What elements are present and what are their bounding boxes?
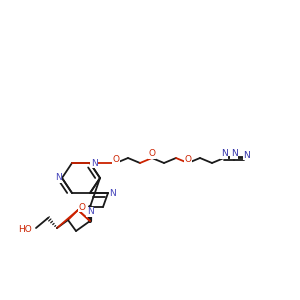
Text: N: N (87, 208, 93, 217)
Text: N: N (244, 151, 250, 160)
Text: N: N (220, 149, 227, 158)
Text: O: O (184, 154, 191, 164)
Text: O: O (112, 154, 119, 164)
Text: O: O (148, 149, 155, 158)
Text: N: N (91, 158, 98, 167)
Text: N: N (231, 149, 237, 158)
Text: HO: HO (18, 224, 32, 233)
Text: O: O (79, 202, 86, 211)
Text: N: N (110, 190, 116, 199)
Text: N: N (55, 173, 62, 182)
